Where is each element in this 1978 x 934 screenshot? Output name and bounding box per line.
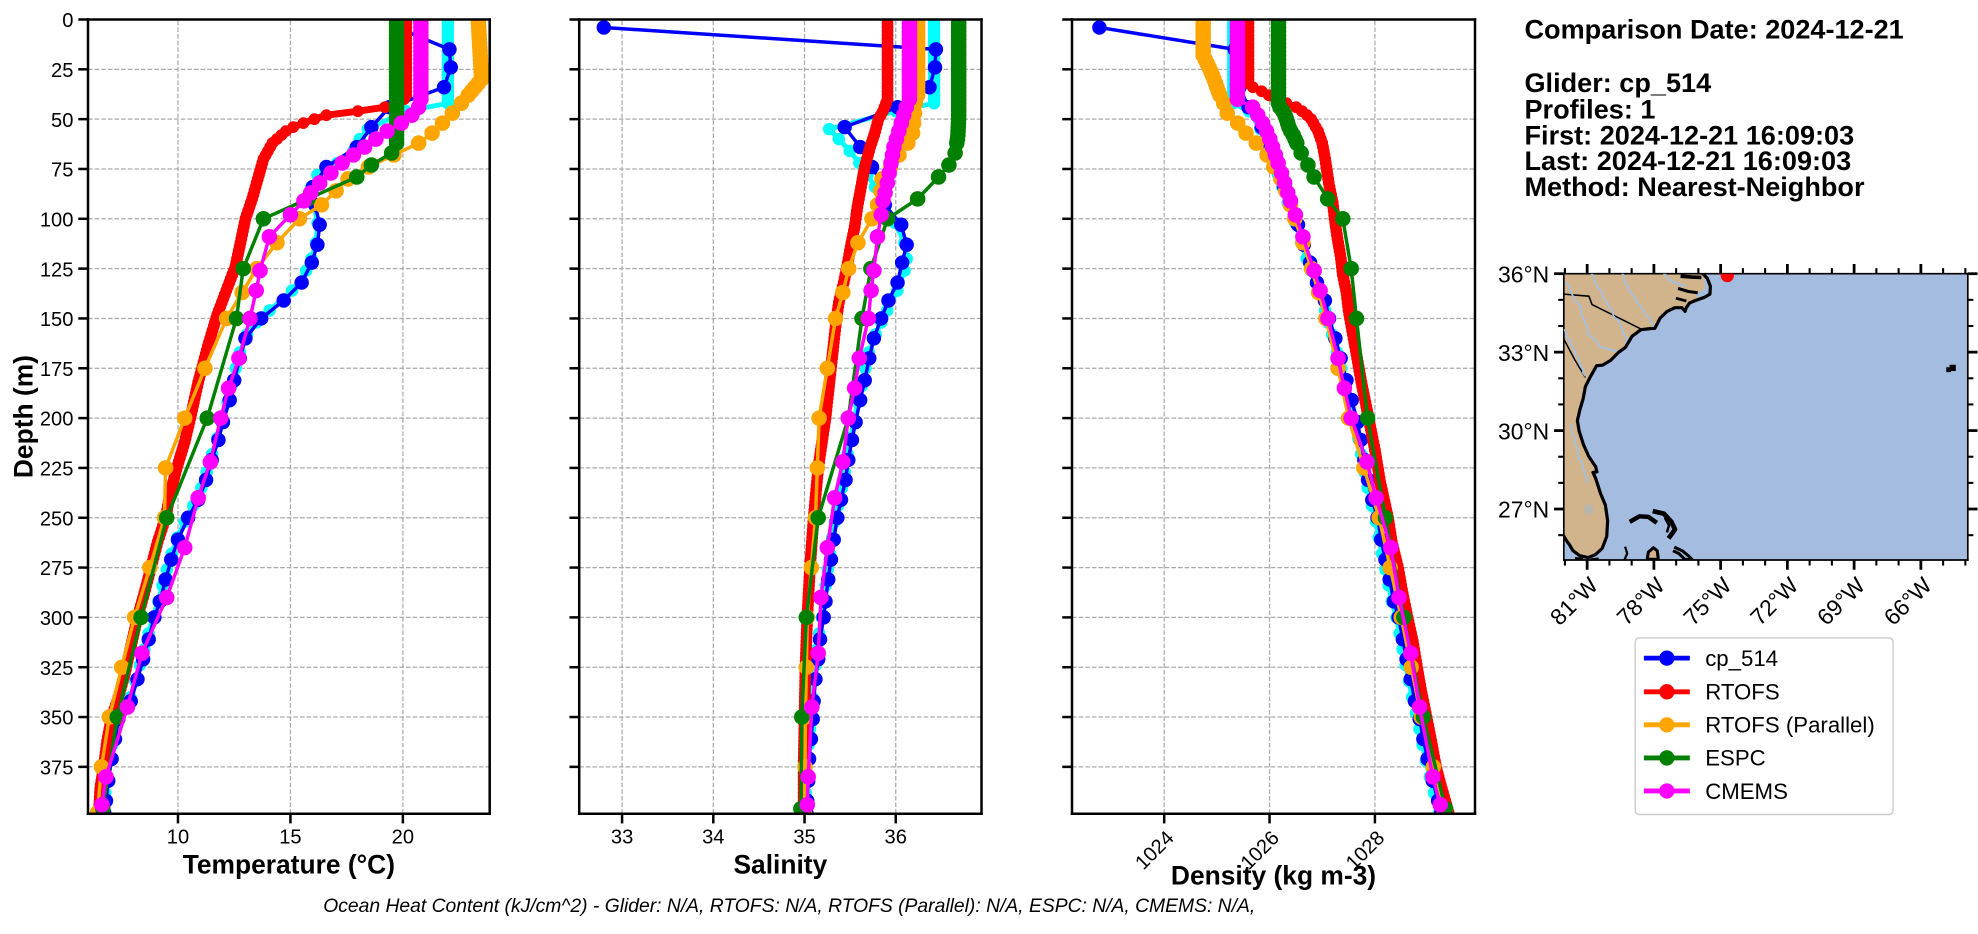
svg-text:175: 175 xyxy=(40,359,74,381)
svg-text:200: 200 xyxy=(40,409,74,431)
svg-text:375: 375 xyxy=(40,758,74,780)
svg-text:125: 125 xyxy=(40,259,74,281)
svg-text:36: 36 xyxy=(885,827,907,849)
svg-text:Depth (m): Depth (m) xyxy=(8,355,38,478)
svg-text:36°N: 36°N xyxy=(1498,261,1549,287)
svg-text:75: 75 xyxy=(51,160,73,182)
svg-text:325: 325 xyxy=(40,658,74,680)
svg-text:15: 15 xyxy=(279,827,301,849)
svg-text:250: 250 xyxy=(40,508,74,530)
svg-text:Ocean Heat Content (kJ/cm^2) -: Ocean Heat Content (kJ/cm^2) - Glider: N… xyxy=(323,896,1255,917)
svg-text:CMEMS: CMEMS xyxy=(1705,779,1788,804)
svg-text:100: 100 xyxy=(40,209,74,231)
svg-text:275: 275 xyxy=(40,558,74,580)
svg-text:20: 20 xyxy=(392,827,414,849)
svg-text:35: 35 xyxy=(793,827,815,849)
svg-text:33°N: 33°N xyxy=(1498,340,1549,366)
svg-text:RTOFS: RTOFS xyxy=(1705,680,1780,705)
svg-text:50: 50 xyxy=(51,110,73,132)
svg-text:33: 33 xyxy=(611,827,633,849)
svg-text:150: 150 xyxy=(40,309,74,331)
svg-text:300: 300 xyxy=(40,608,74,630)
svg-text:Glider: cp_514: Glider: cp_514 xyxy=(1525,67,1712,98)
svg-text:Comparison Date: 2024-12-21: Comparison Date: 2024-12-21 xyxy=(1525,14,1904,45)
svg-text:30°N: 30°N xyxy=(1498,418,1549,444)
svg-text:10: 10 xyxy=(167,827,189,849)
svg-text:ESPC: ESPC xyxy=(1705,746,1766,771)
svg-text:Temperature (°C): Temperature (°C) xyxy=(183,849,395,879)
svg-text:34: 34 xyxy=(702,827,724,849)
svg-text:RTOFS (Parallel): RTOFS (Parallel) xyxy=(1705,713,1875,738)
svg-text:Salinity: Salinity xyxy=(733,849,827,879)
svg-text:cp_514: cp_514 xyxy=(1705,646,1778,671)
svg-text:27°N: 27°N xyxy=(1498,497,1549,523)
svg-text:0: 0 xyxy=(62,10,73,32)
svg-text:25: 25 xyxy=(51,60,73,82)
svg-text:Profiles: 1: Profiles: 1 xyxy=(1525,94,1656,125)
svg-text:225: 225 xyxy=(40,459,74,481)
svg-text:Last: 2024-12-21 16:09:03: Last: 2024-12-21 16:09:03 xyxy=(1525,145,1852,176)
svg-text:Density (kg m-3): Density (kg m-3) xyxy=(1171,860,1376,890)
svg-text:Method: Nearest-Neighbor: Method: Nearest-Neighbor xyxy=(1525,171,1865,202)
svg-text:First: 2024-12-21 16:09:03: First: 2024-12-21 16:09:03 xyxy=(1525,119,1855,150)
svg-text:350: 350 xyxy=(40,708,74,730)
